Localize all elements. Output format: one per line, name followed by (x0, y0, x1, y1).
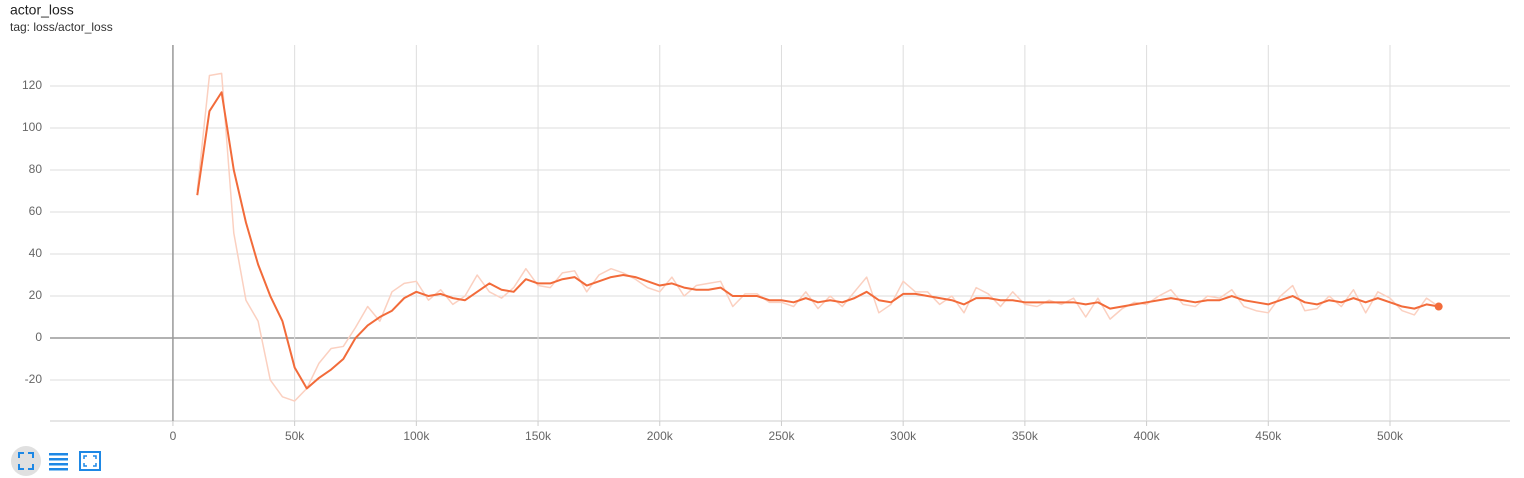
fullscreen-button[interactable] (18, 452, 34, 470)
y-tick-label: 40 (29, 246, 43, 260)
last-point (1434, 302, 1443, 311)
x-tick-label: 350k (1012, 429, 1039, 443)
x-tick-label: 400k (1134, 429, 1161, 443)
plot-area (50, 45, 1510, 426)
y-tick-label: 0 (35, 330, 42, 344)
icon-background (11, 446, 41, 476)
toolbar (11, 446, 101, 476)
x-tick-label: 200k (647, 429, 674, 443)
toggle-log-button[interactable] (49, 453, 68, 471)
y-tick-label: 100 (22, 120, 42, 134)
x-tick-label: 450k (1255, 429, 1282, 443)
raw-line (196, 72, 1440, 402)
y-tick-label: 20 (29, 288, 43, 302)
x-tick-label: 250k (768, 429, 795, 443)
x-tick-label: 150k (525, 429, 552, 443)
x-tick-label: 100k (403, 429, 430, 443)
fit-domain-button[interactable] (79, 451, 101, 471)
x-tick-label: 300k (890, 429, 917, 443)
x-tick-label: 0 (170, 429, 177, 443)
y-tick-label: 80 (29, 162, 43, 176)
y-tick-label: -20 (25, 372, 43, 386)
chart-subtitle: tag: loss/actor_loss (10, 20, 113, 34)
chart-title: actor_loss (10, 2, 74, 18)
smoothed-line (196, 91, 1439, 390)
y-tick-label: 120 (22, 78, 42, 92)
y-tick-label: 60 (29, 204, 43, 218)
x-tick-label: 50k (285, 429, 305, 443)
x-tick-label: 500k (1377, 429, 1404, 443)
